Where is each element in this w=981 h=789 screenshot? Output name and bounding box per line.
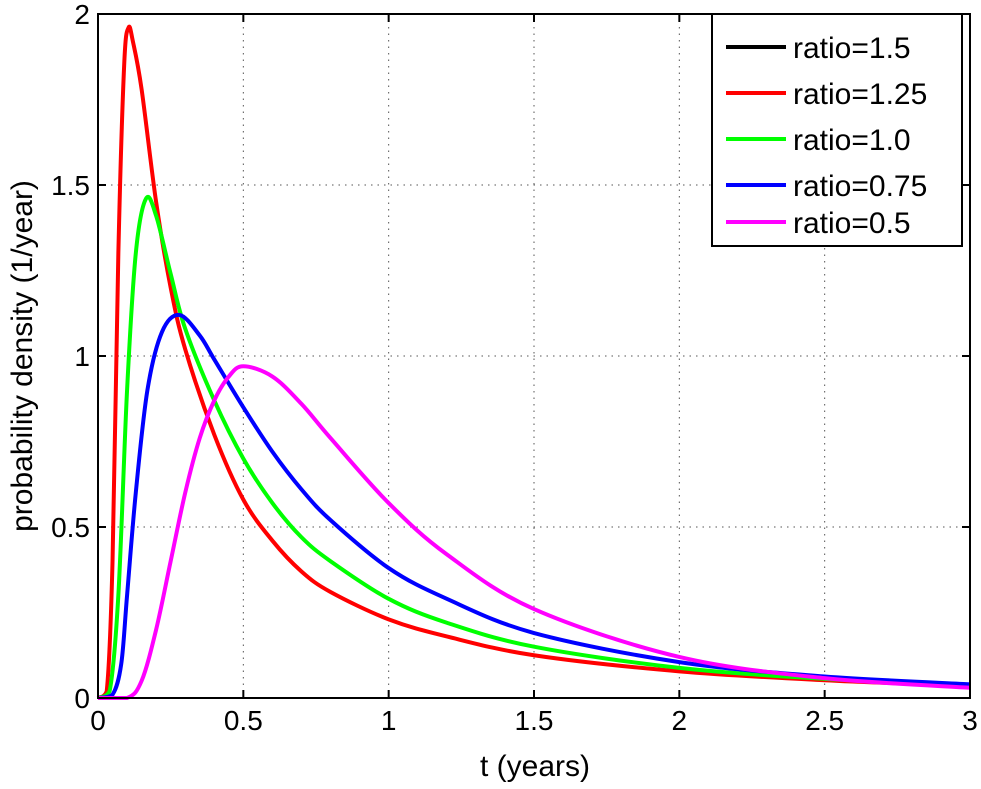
axis-ticks: 0 0.5 1 1.5 2 2.5 3 0 0.5 1 1.5 2 xyxy=(51,0,978,736)
x-tick-label: 2.5 xyxy=(805,705,844,736)
grid-lines xyxy=(98,14,970,698)
y-tick-label: 0.5 xyxy=(51,512,90,543)
series-line-ratio-0-75 xyxy=(97,312,971,700)
series-line-ratio-1-25 xyxy=(96,24,971,700)
x-tick-label: 0.5 xyxy=(224,705,263,736)
y-tick-label: 2 xyxy=(74,0,90,30)
series-line-ratio-1-0 xyxy=(96,194,971,700)
y-tick-label: 0 xyxy=(74,683,90,714)
x-tick-label: 1 xyxy=(381,705,397,736)
x-tick-label: 2 xyxy=(672,705,688,736)
series-line-ratio-0-5 xyxy=(98,364,971,700)
y-tick-label: 1 xyxy=(74,341,90,372)
legend-box xyxy=(711,13,963,247)
legend-label: ratio=0.75 xyxy=(793,170,927,203)
x-tick-label: 0 xyxy=(90,705,106,736)
series-lines xyxy=(96,24,971,700)
y-axis-label: probability density (1/year) xyxy=(6,180,39,532)
x-tick-label: 3 xyxy=(962,705,978,736)
legend-label: ratio=0.5 xyxy=(793,207,911,240)
legend-label: ratio=1.5 xyxy=(793,32,911,65)
legend-label: ratio=1.0 xyxy=(793,124,911,157)
x-tick-label: 1.5 xyxy=(515,705,554,736)
legend: ratio=1.5 ratio=1.25 ratio=1.0 ratio=0.75 ra… xyxy=(711,13,963,247)
legend-label: ratio=1.25 xyxy=(793,78,927,111)
y-tick-label: 1.5 xyxy=(51,170,90,201)
x-axis-label: t (years) xyxy=(480,750,590,783)
